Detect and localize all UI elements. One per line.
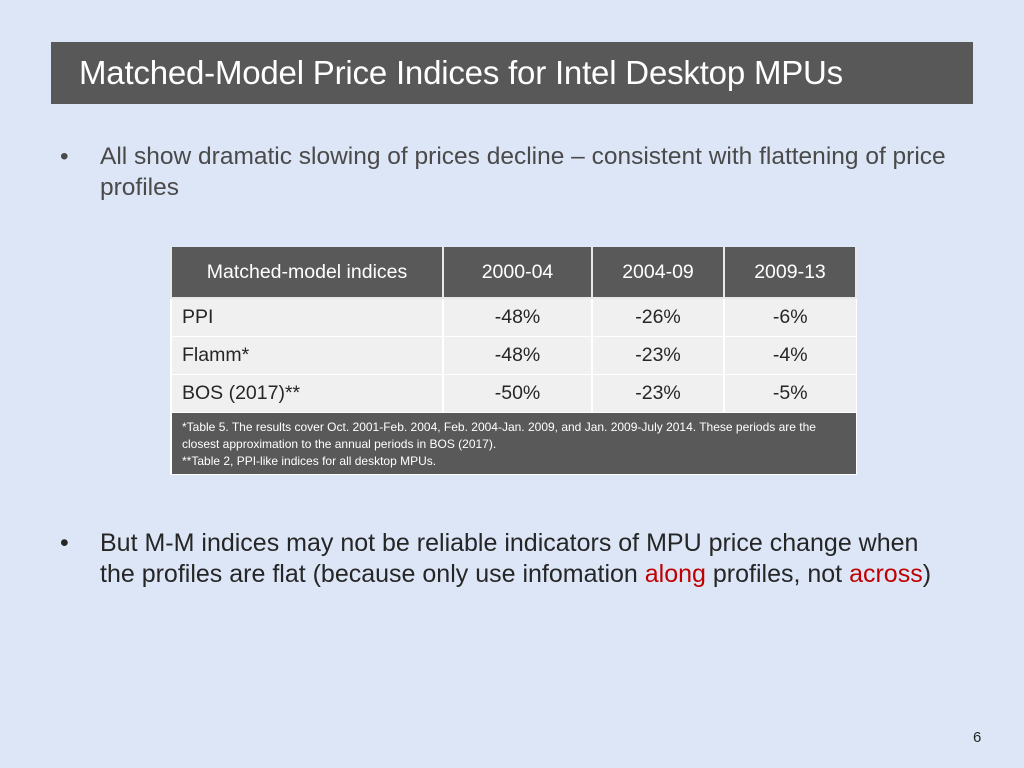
header-2009-13: 2009-13	[723, 247, 857, 299]
highlight-along: along	[644, 560, 706, 588]
bullet-marker: •	[60, 143, 69, 170]
title-bar: Matched-Model Price Indices for Intel De…	[51, 42, 973, 104]
table-cell: -23%	[591, 336, 725, 375]
footnote-line-2: **Table 2, PPI-like indices for all desk…	[182, 454, 437, 468]
table-footnote: *Table 5. The results cover Oct. 2001-Fe…	[170, 412, 857, 475]
table-cell: -5%	[723, 374, 857, 413]
header-matched-model-indices: Matched-model indices	[170, 247, 444, 299]
page-number: 6	[973, 729, 982, 746]
table-header-row: Matched-model indices 2000-04 2004-09 20…	[170, 247, 857, 299]
bullet-2-part-3: )	[922, 560, 932, 588]
footnote-line-1: *Table 5. The results cover Oct. 2001-Fe…	[182, 420, 816, 451]
bullet-marker: •	[60, 529, 69, 557]
table-row: Flamm* -48% -23% -4%	[170, 336, 857, 375]
table-cell: -48%	[442, 297, 593, 337]
slide-title: Matched-Model Price Indices for Intel De…	[79, 54, 843, 91]
table-cell: -26%	[591, 297, 725, 337]
bullet-2: • But M-M indices may not be reliable in…	[60, 528, 940, 590]
indices-table: Matched-model indices 2000-04 2004-09 20…	[170, 247, 857, 475]
table-cell: -4%	[723, 336, 857, 375]
bullet-1-text: All show dramatic slowing of prices decl…	[100, 143, 946, 201]
header-2004-09: 2004-09	[591, 247, 725, 299]
bullet-2-part-2: profiles, not	[705, 560, 850, 588]
table-cell: -23%	[591, 374, 725, 413]
table-note-row: *Table 5. The results cover Oct. 2001-Fe…	[170, 412, 857, 475]
table-row: BOS (2017)** -50% -23% -5%	[170, 374, 857, 413]
bullet-2-text: But M-M indices may not be reliable indi…	[100, 528, 940, 590]
header-2000-04: 2000-04	[442, 247, 593, 299]
table-cell: -48%	[442, 336, 593, 375]
table-row: PPI -48% -26% -6%	[170, 297, 857, 337]
bullet-1: • All show dramatic slowing of prices de…	[60, 141, 990, 203]
table-cell: -6%	[723, 297, 857, 337]
bullet-2-part-1: But M-M indices may not be reliable indi…	[100, 529, 919, 588]
row-label-flamm: Flamm*	[170, 336, 444, 375]
highlight-across: across	[849, 560, 923, 588]
table-cell: -50%	[442, 374, 593, 413]
row-label-ppi: PPI	[170, 297, 444, 337]
row-label-bos: BOS (2017)**	[170, 374, 444, 413]
